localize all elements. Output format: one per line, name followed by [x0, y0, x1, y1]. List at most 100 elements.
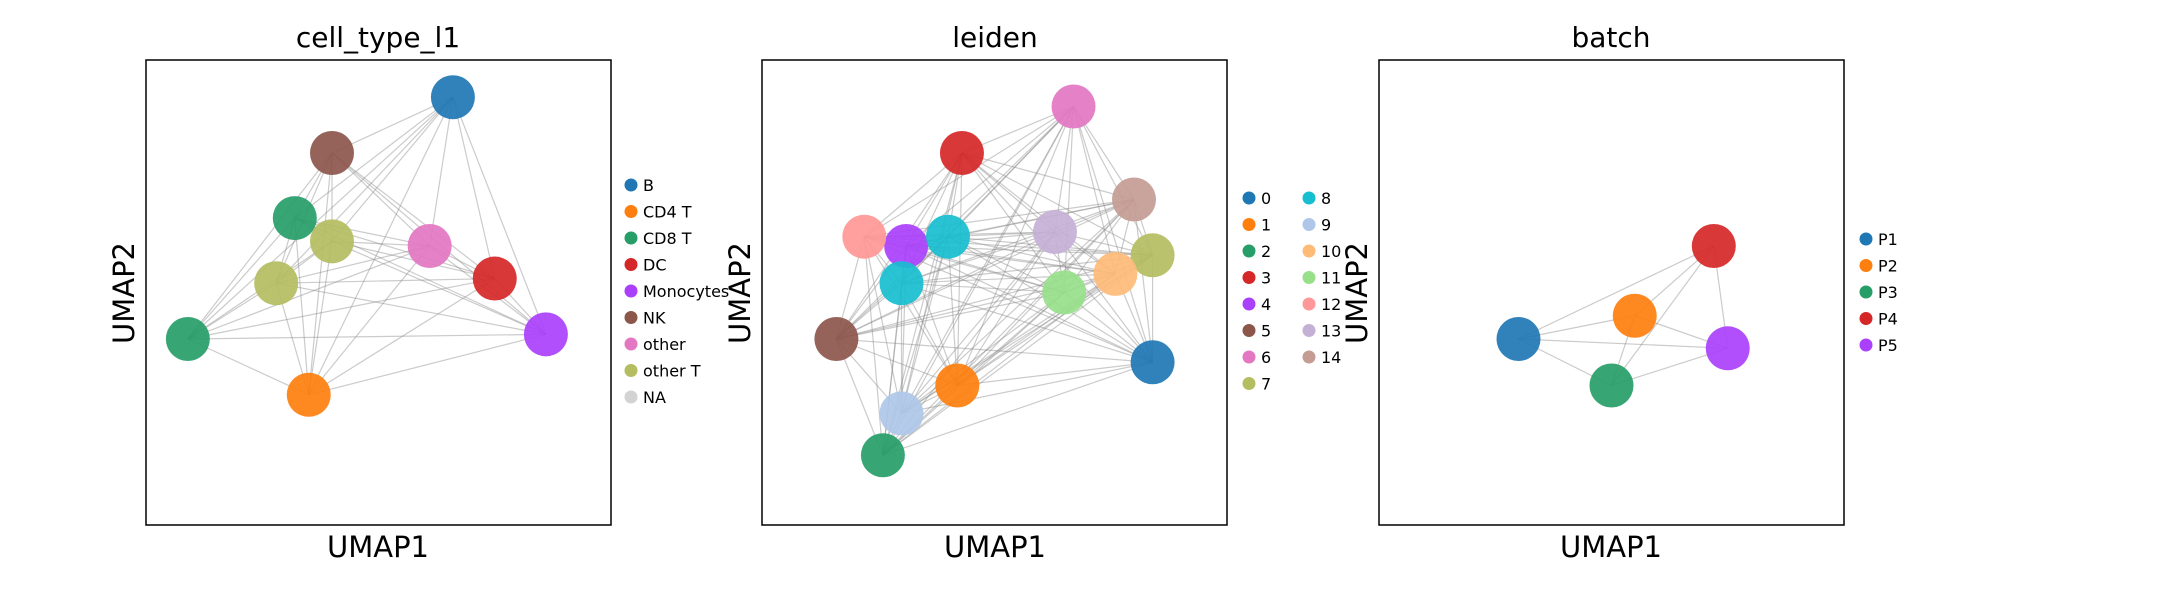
- legend-marker: [624, 390, 638, 404]
- graph-edge: [956, 273, 1116, 386]
- graph-edge: [961, 152, 1154, 363]
- legend-marker: [1242, 271, 1256, 284]
- graph-edge: [957, 361, 1153, 387]
- x-axis-label: UMAP1: [327, 530, 429, 564]
- legend-label: other: [643, 335, 686, 354]
- graph-edge: [956, 292, 1065, 386]
- legend-item: 6: [1242, 348, 1271, 367]
- graph-edge: [1054, 231, 1154, 363]
- legend-item: P4: [1859, 310, 1898, 329]
- graph-edge: [331, 152, 431, 247]
- graph-edge: [836, 231, 1056, 340]
- graph-edge: [187, 96, 454, 340]
- panel-title: batch: [1571, 21, 1650, 54]
- legend-item: 1: [1242, 216, 1271, 235]
- legend-item: 5: [1242, 322, 1271, 341]
- legend-marker: [1242, 297, 1256, 311]
- legend-label: CD8 T: [643, 229, 692, 248]
- legend-marker: [624, 231, 638, 245]
- scatter-area: [1496, 224, 1750, 408]
- legend-marker: [1859, 259, 1873, 272]
- graph-edge: [187, 277, 495, 340]
- legend-marker: [624, 205, 638, 218]
- scatter-area: [165, 75, 568, 417]
- legend-marker: [1302, 350, 1316, 364]
- graph-edge: [294, 217, 430, 247]
- cluster-point: [842, 214, 887, 259]
- cluster-point: [814, 317, 859, 361]
- legend-label: 13: [1321, 322, 1341, 341]
- legend-item: 3: [1242, 269, 1271, 288]
- legend-label: 3: [1261, 269, 1271, 288]
- cluster-point: [407, 224, 452, 268]
- graph-edge: [961, 152, 1116, 275]
- graph-edge: [452, 97, 496, 279]
- legend-marker: [1242, 377, 1256, 390]
- legend-label: B: [643, 176, 654, 195]
- cluster-point: [884, 224, 929, 268]
- cluster-point: [430, 75, 475, 120]
- graph-edge: [187, 152, 333, 340]
- graph-edge: [901, 273, 1116, 284]
- legend-item: B: [624, 176, 654, 195]
- y-axis-label: UMAP2: [723, 242, 757, 344]
- legend-marker: [1242, 244, 1256, 258]
- panel-title: leiden: [952, 21, 1038, 54]
- graph-edge: [961, 152, 1153, 256]
- graph-edge: [1063, 106, 1075, 293]
- cluster-point: [879, 391, 924, 436]
- graph-edge: [905, 245, 1065, 294]
- legend-label: 5: [1261, 322, 1271, 341]
- graph-edge: [187, 245, 430, 340]
- graph-edge: [452, 96, 547, 335]
- legend-item: 7: [1242, 375, 1271, 394]
- graph-edge: [947, 236, 1116, 275]
- legend-item: NK: [624, 309, 666, 328]
- cluster-point: [1705, 326, 1750, 371]
- legend-label: NA: [643, 388, 666, 407]
- legend-marker: [1859, 312, 1873, 325]
- legend-item: 11: [1302, 269, 1341, 288]
- cluster-point: [1093, 251, 1138, 296]
- legend-marker: [1302, 297, 1316, 311]
- graph-edge: [308, 245, 431, 396]
- cluster-point: [310, 219, 354, 264]
- y-axis-label: UMAP2: [1340, 242, 1374, 344]
- graph-edge: [331, 152, 496, 280]
- cluster-point: [1112, 177, 1156, 222]
- axes-frame: [145, 59, 612, 526]
- legend-marker: [1302, 191, 1316, 205]
- legend-item: 12: [1302, 295, 1341, 314]
- cluster-point: [1130, 340, 1175, 385]
- graph-edge: [1072, 106, 1116, 275]
- legend-item: other: [624, 335, 686, 354]
- cluster-point: [1496, 317, 1541, 361]
- cluster-point: [1612, 293, 1657, 338]
- legend-label: P5: [1878, 336, 1898, 355]
- legend-label: 12: [1321, 295, 1341, 314]
- graph-edge: [947, 106, 1074, 238]
- graph-edge: [901, 282, 1153, 363]
- graph-edge: [294, 218, 310, 395]
- legend-marker: [1242, 191, 1256, 205]
- graph-edge: [187, 217, 296, 340]
- legend-marker: [1302, 218, 1316, 231]
- graph-edge: [901, 231, 1056, 414]
- legend-marker: [1302, 324, 1316, 337]
- legend-label: 2: [1261, 242, 1271, 261]
- cluster-point: [935, 363, 980, 408]
- cluster-point: [310, 131, 354, 175]
- graph-edge: [1518, 338, 1728, 349]
- graph-edge: [882, 199, 1135, 456]
- graph-edge: [294, 96, 454, 219]
- legend-item: 8: [1302, 189, 1331, 208]
- legend-label: 11: [1321, 269, 1341, 288]
- x-axis-label: UMAP1: [944, 530, 1046, 564]
- graph-edge: [900, 236, 949, 414]
- graph-edge: [308, 96, 454, 396]
- legend-item: P3: [1859, 283, 1898, 302]
- graph-edge: [1073, 106, 1154, 256]
- graph-edge: [956, 231, 1056, 386]
- cluster-point: [879, 261, 924, 306]
- legend-label: P1: [1878, 230, 1898, 249]
